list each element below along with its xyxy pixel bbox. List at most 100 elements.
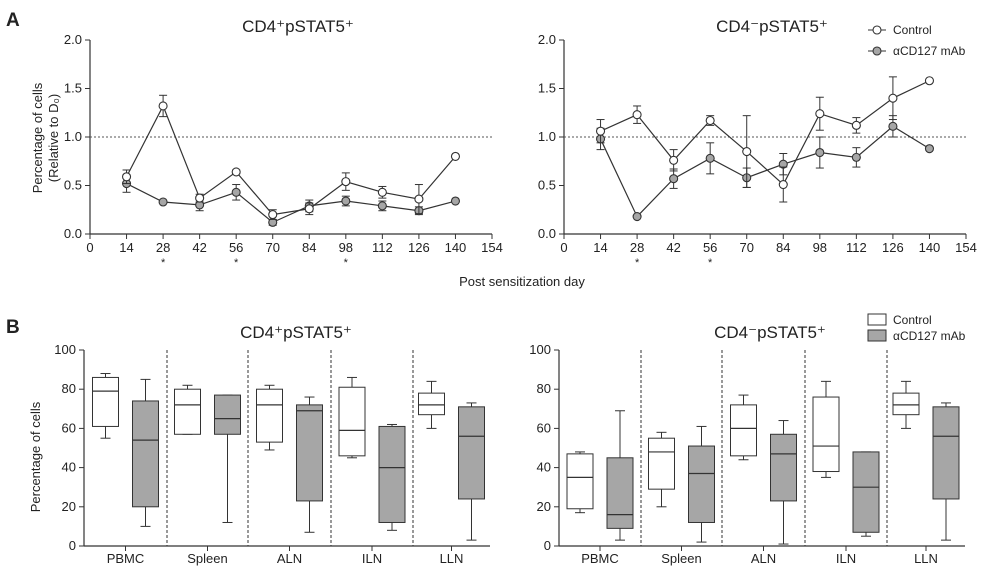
legend-a-label: Control [893,23,932,37]
box-b2-0 [812,396,840,473]
panel-b-letter: B [6,317,20,338]
chart-title-b2: CD4⁻pSTAT5⁺ [714,323,826,342]
box-b1-0 [174,388,201,435]
y-tick-label-b1: 60 [62,420,76,435]
chart-title-b1: CD4⁺pSTAT5⁺ [240,323,352,342]
y-tick-label-a2: 0.0 [538,226,556,241]
y-tick-label-b2: 100 [529,342,551,357]
y-tick-label-a1: 0.5 [64,178,82,193]
y-tick-label-a2: 2.0 [538,32,556,47]
y-tick-label-b1: 100 [54,342,76,357]
y-tick-label-a1: 1.5 [64,81,82,96]
data-point-a1-1 [341,196,351,206]
box-b2-1 [770,433,797,502]
category-label-b1: LLN [440,551,464,566]
category-label-b2: ILN [836,551,856,566]
data-point-a2-1 [924,144,935,154]
category-label-b2: ALN [751,551,776,566]
x-tick-label-a1: 0 [86,240,93,255]
category-label-b2: Spleen [661,551,701,566]
y-tick-label-a2: 1.5 [538,81,556,96]
series-line-a1-0 [126,104,456,216]
y-tick-label-a2: 0.5 [538,178,556,193]
y-axis-label-b: Percentage of cells [28,401,43,512]
x-tick-label-a1: 28 [156,240,170,255]
y-tick-label-b1: 40 [62,460,76,475]
data-point-a2-0 [595,126,606,136]
box-b2-1 [852,451,880,533]
significance-star-a2: * [708,257,713,269]
y-tick-label-b2: 20 [537,499,551,514]
box-b1-0 [338,386,366,457]
category-label-b2: PBMC [581,551,619,566]
series-line-a2-0 [600,80,930,186]
data-point-a2-0 [669,155,679,165]
box-b2-0 [648,437,675,490]
box-b1-1 [378,425,406,523]
x-tick-label-a2: 42 [666,240,680,255]
box-b1-1 [458,406,485,500]
y-axis-label-a-line2: (Relative to D₀) [46,94,61,182]
x-tick-label-a1: 140 [445,240,467,255]
x-tick-label-a1: 84 [302,240,316,255]
legend-panel-b: Control αCD127 mAb [867,313,966,343]
data-point-a1-0 [304,204,314,214]
box-b1-1 [214,394,241,435]
box-b1-1 [132,400,159,508]
x-tick-label-a2: 14 [593,240,607,255]
panel-a-letter: A [6,10,20,31]
legend-b-swatch [867,313,887,326]
category-label-b2: LLN [914,551,938,566]
x-tick-label-a1: 98 [339,240,353,255]
data-point-a1-0 [121,172,132,182]
y-tick-label-b2: 60 [537,420,551,435]
chart-title-a1: CD4⁺pSTAT5⁺ [242,17,354,36]
data-point-a2-0 [778,179,788,190]
legend-b-label: αCD127 mAb [893,329,966,343]
x-tick-label-a2: 154 [955,240,977,255]
data-point-a1-1 [450,196,461,206]
data-point-a2-1 [705,153,715,163]
x-tick-label-a2: 28 [630,240,644,255]
x-axis-label-shared: Post sensitization day [459,274,585,289]
x-tick-label-a2: 112 [846,240,867,255]
box-b2-1 [606,457,634,529]
significance-star-a1: * [344,257,349,269]
chart-title-a2: CD4⁻pSTAT5⁺ [716,17,828,36]
significance-star-a1: * [234,257,239,269]
y-tick-label-b2: 0 [544,538,551,553]
x-tick-label-a2: 126 [882,240,904,255]
y-axis-label-a-line1: Percentage of cells [30,82,45,193]
box-b1-0 [418,392,445,416]
data-point-a2-1 [632,211,642,222]
legend-b-label: Control [893,313,932,327]
significance-star-a2: * [635,257,640,269]
data-point-a1-0 [268,210,278,220]
data-point-a2-0 [888,93,898,103]
plot-layer: 0.00.51.01.52.00 14 28 42 56 70 84 98 112 126 140 1… [54,32,977,566]
data-point-a2-1 [669,174,679,184]
x-tick-label-a1: 70 [265,240,279,255]
data-point-a2-1 [888,121,898,131]
x-tick-label-a2: 0 [560,240,567,255]
data-point-a2-0 [632,110,642,120]
data-point-a1-1 [158,197,168,207]
legend-a-marker [872,25,882,35]
series-line-a1-1 [126,183,456,224]
data-point-a1-0 [341,177,351,187]
category-label-b1: PBMC [107,551,145,566]
box-b1-0 [256,388,283,443]
y-tick-label-a1: 1.0 [64,129,82,144]
data-point-a2-1 [851,152,861,162]
legend-b-swatch [867,329,887,342]
box-b2-0 [566,453,594,510]
data-point-a1-0 [377,187,387,197]
series-line-a2-1 [600,125,930,218]
box-b2-1 [932,406,960,500]
x-tick-label-a2: 140 [919,240,941,255]
x-tick-label-a2: 70 [739,240,753,255]
y-tick-label-b2: 40 [537,460,551,475]
y-tick-label-a1: 2.0 [64,32,82,47]
x-tick-label-a2: 98 [813,240,827,255]
